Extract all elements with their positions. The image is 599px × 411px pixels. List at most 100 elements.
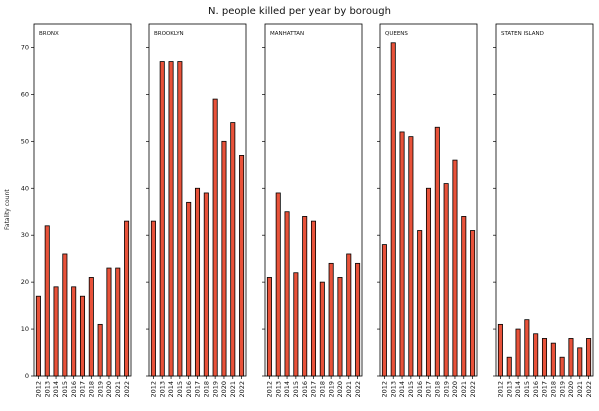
x-tick-label: 2013	[389, 381, 397, 398]
x-tick-label: 2022	[238, 381, 246, 398]
y-tick-label: 50	[21, 137, 29, 145]
bar	[381, 244, 387, 377]
bar	[408, 136, 414, 377]
x-tick-label: 2017	[79, 381, 87, 398]
bar	[328, 262, 334, 377]
x-tick-label: 2020	[336, 381, 344, 398]
x-tick-label: 2020	[105, 381, 113, 398]
bar	[186, 201, 192, 377]
x-tick-label: 2013	[505, 381, 513, 398]
bar	[239, 155, 245, 377]
bar	[124, 220, 130, 377]
x-tick-label: 2015	[176, 381, 184, 398]
x-tick-label: 2017	[194, 381, 202, 398]
bar	[62, 253, 68, 377]
x-tick-label: 2021	[460, 381, 468, 398]
bar	[346, 253, 352, 377]
bar	[550, 342, 556, 377]
x-tick-label: 2015	[407, 381, 415, 398]
bar	[106, 267, 112, 377]
bar	[541, 338, 548, 377]
bar	[524, 319, 530, 377]
x-tick-label: 2012	[266, 381, 274, 398]
bar	[221, 140, 227, 377]
bar	[461, 216, 467, 377]
x-tick-label: 2014	[52, 381, 60, 398]
x-tick-label: 2020	[220, 381, 228, 398]
x-tick-label: 2018	[203, 381, 211, 398]
x-tick-label: 2018	[550, 381, 558, 398]
bar	[506, 356, 512, 377]
bar	[390, 42, 396, 377]
bar	[559, 356, 565, 377]
y-tick-label: 40	[21, 184, 29, 192]
bar	[71, 286, 77, 377]
bar	[275, 192, 281, 377]
bar	[319, 281, 325, 377]
bar	[399, 131, 405, 377]
bar	[443, 183, 449, 377]
bar	[168, 61, 174, 377]
x-tick-label: 2015	[523, 381, 531, 398]
bar	[97, 323, 103, 377]
bar	[194, 187, 201, 377]
bar	[293, 272, 299, 377]
x-tick-label: 2017	[425, 381, 433, 398]
bar	[568, 338, 574, 377]
x-tick-label: 2012	[35, 381, 43, 398]
bar	[159, 61, 165, 377]
y-tick-label: 70	[21, 43, 29, 51]
x-tick-label: 2016	[301, 381, 309, 398]
bar	[284, 211, 290, 377]
x-tick-label: 2013	[274, 381, 282, 398]
bar	[452, 159, 458, 377]
y-tick-label: 10	[21, 325, 29, 333]
y-tick-label: 60	[21, 90, 29, 98]
bar	[515, 328, 521, 377]
bar	[203, 192, 209, 377]
bar	[150, 220, 156, 377]
y-tick-label: 30	[21, 231, 29, 239]
panel-label: BRONX	[39, 31, 59, 37]
x-tick-label: 2016	[185, 381, 193, 398]
x-tick-label: 2022	[354, 381, 362, 398]
bar	[88, 277, 94, 377]
x-tick-label: 2021	[576, 381, 584, 398]
panel-label: QUEENS	[385, 31, 408, 37]
x-tick-label: 2016	[70, 381, 78, 398]
x-tick-label: 2018	[319, 381, 327, 398]
bar	[577, 347, 583, 377]
bar	[425, 187, 432, 377]
bar	[79, 295, 86, 377]
x-tick-label: 2022	[585, 381, 593, 398]
x-tick-label: 2018	[434, 381, 442, 398]
bar	[212, 98, 218, 377]
x-tick-label: 2019	[442, 381, 450, 398]
x-tick-label: 2013	[43, 381, 51, 398]
x-tick-label: 2014	[398, 381, 406, 398]
bar	[586, 338, 592, 377]
bar	[177, 61, 183, 377]
x-tick-label: 2019	[96, 381, 104, 398]
bar	[53, 286, 59, 377]
x-tick-label: 2021	[345, 381, 353, 398]
y-tick-label: 0	[25, 372, 29, 380]
bar	[266, 277, 272, 377]
x-tick-label: 2022	[469, 381, 477, 398]
x-tick-label: 2019	[211, 381, 219, 398]
x-tick-label: 2015	[292, 381, 300, 398]
x-tick-label: 2012	[150, 381, 158, 398]
x-tick-label: 2016	[416, 381, 424, 398]
x-tick-label: 2020	[567, 381, 575, 398]
bar	[44, 225, 50, 377]
x-tick-label: 2015	[61, 381, 69, 398]
x-tick-label: 2014	[283, 381, 291, 398]
x-tick-label: 2022	[123, 381, 131, 398]
x-tick-label: 2014	[514, 381, 522, 398]
bar	[417, 230, 423, 377]
x-tick-label: 2020	[451, 381, 459, 398]
bar	[533, 333, 539, 377]
y-tick-label: 20	[21, 278, 29, 286]
